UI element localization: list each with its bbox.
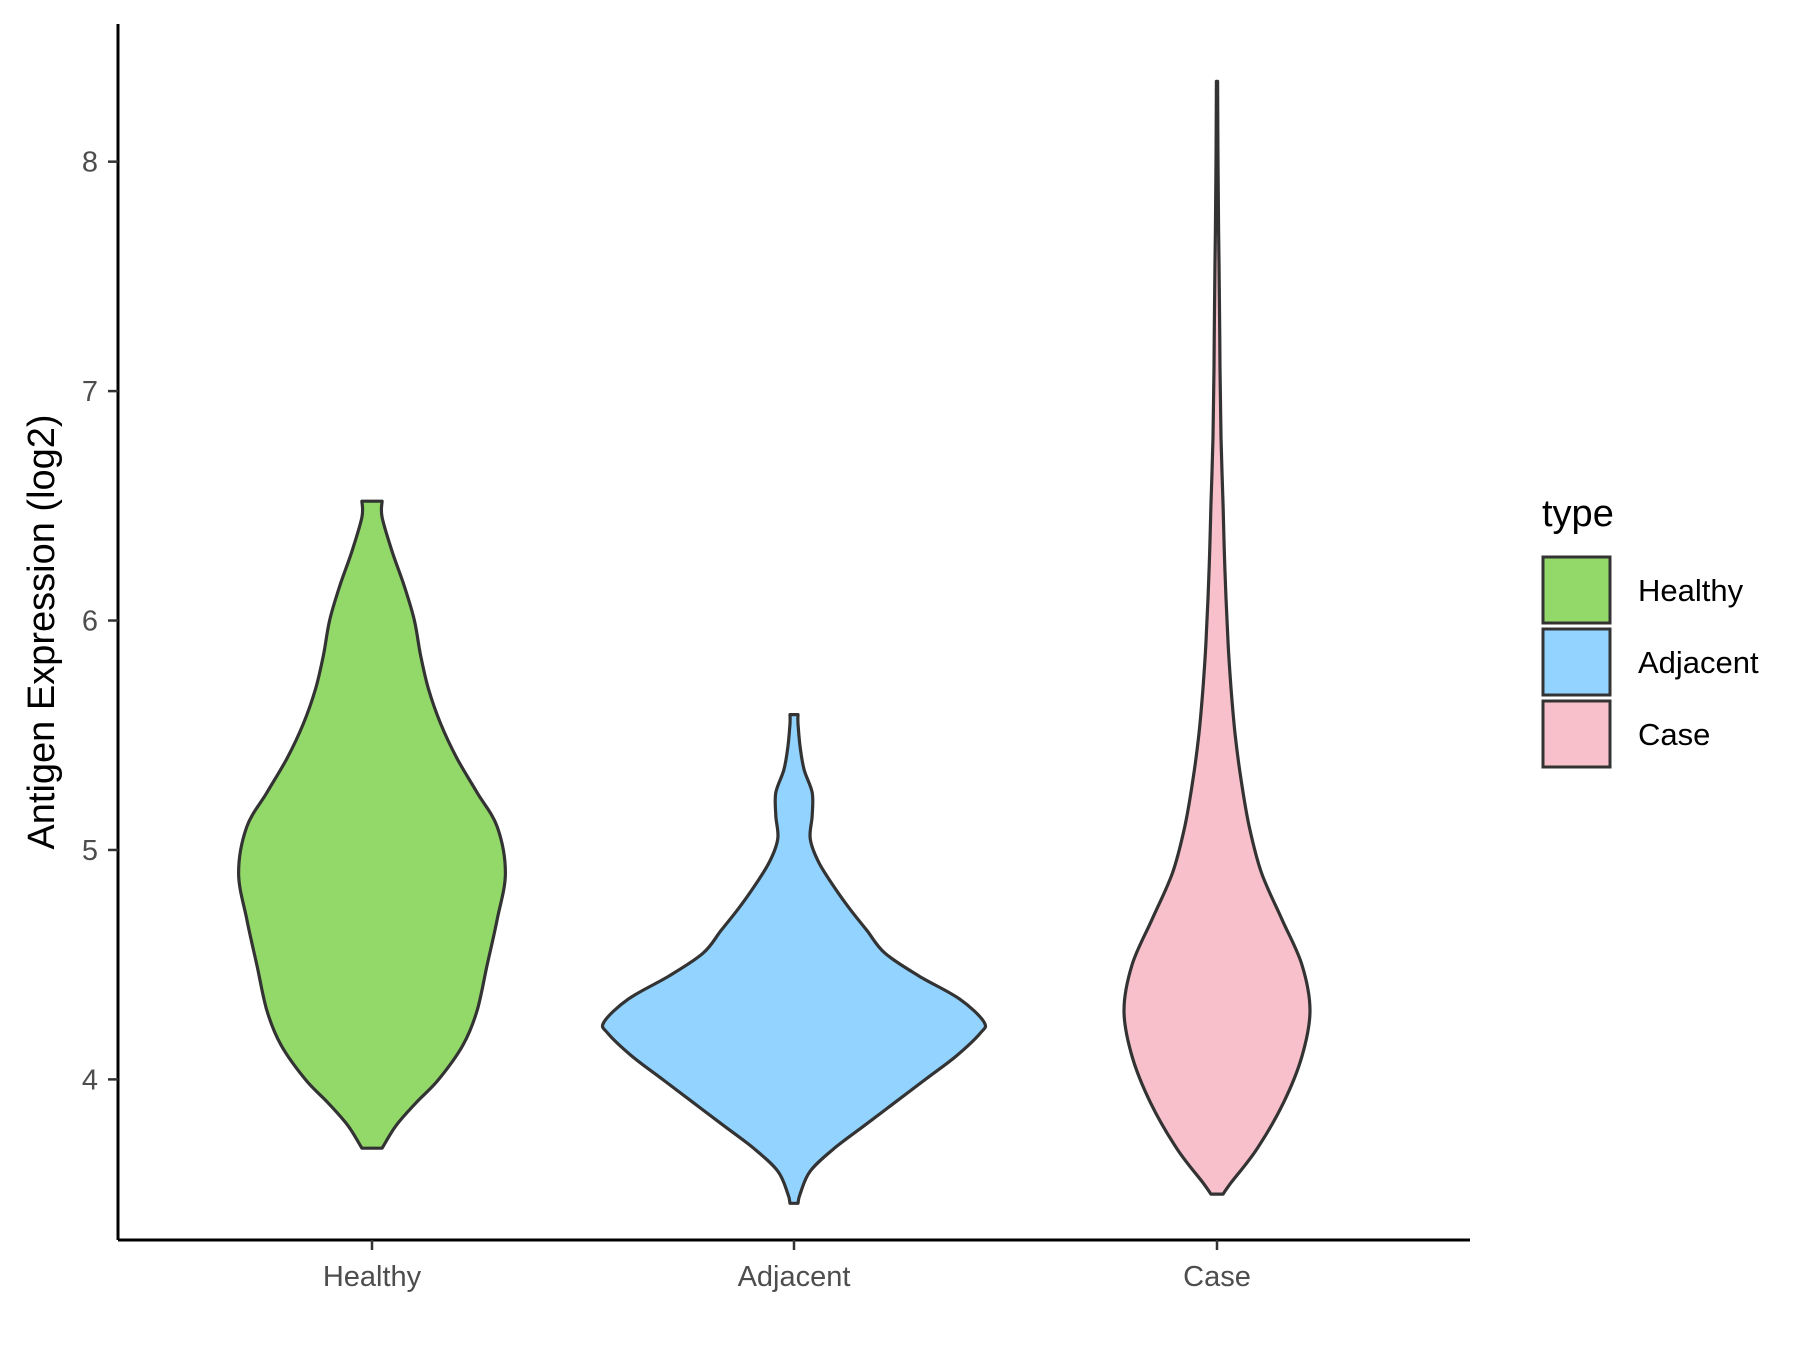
y-tick-label: 8 [82,147,98,179]
x-tick-label-case: Case [1183,1261,1251,1293]
x-axis-ticks: Healthy Adjacent Case [323,1240,1251,1293]
violin-healthy [237,499,507,1150]
legend-label-adjacent: Adjacent [1638,645,1759,680]
y-axis-ticks: 4 5 6 7 8 [82,147,118,1096]
y-tick-label: 5 [82,835,98,867]
y-tick-label: 6 [82,606,98,638]
legend: type Healthy Adjacent Case [1541,493,1759,769]
legend-label-healthy: Healthy [1638,573,1744,608]
legend-label-case: Case [1638,717,1710,752]
violins-layer [237,79,1312,1205]
legend-swatch-adjacent [1541,627,1612,697]
legend-swatch-healthy [1541,555,1612,625]
y-tick-label: 7 [82,376,98,408]
y-axis-title: Antigen Expression (log2) [21,414,63,849]
legend-title: type [1542,493,1614,535]
y-tick-label: 4 [82,1064,98,1096]
violin-adjacent [600,713,988,1205]
x-tick-label-healthy: Healthy [323,1261,422,1293]
violin-case [1122,79,1312,1196]
x-tick-label-adjacent: Adjacent [738,1261,851,1293]
legend-swatch-case [1541,699,1612,769]
